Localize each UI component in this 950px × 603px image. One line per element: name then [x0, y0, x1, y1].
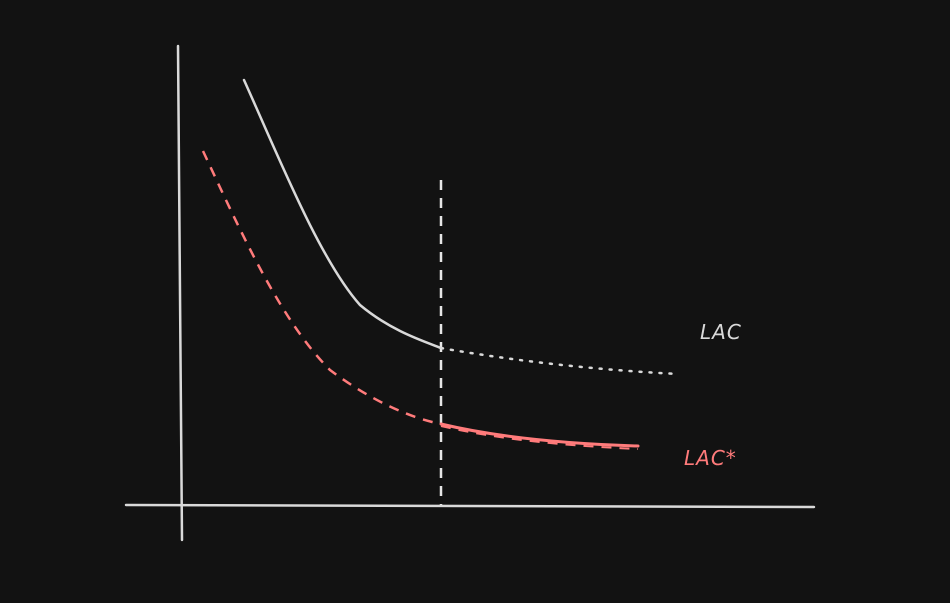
lac-star-curve-dashed [201, 150, 442, 426]
lac-label: LAC [700, 320, 742, 344]
y-axis [176, 44, 184, 542]
x-axis [124, 503, 816, 509]
lac-star-curve-overlay [440, 425, 639, 450]
lac-curve-solid [242, 78, 443, 350]
lac-curve-dotted [439, 346, 680, 376]
lac-star-curve-solid [439, 422, 640, 448]
lac-star-label: LAC* [684, 446, 737, 470]
